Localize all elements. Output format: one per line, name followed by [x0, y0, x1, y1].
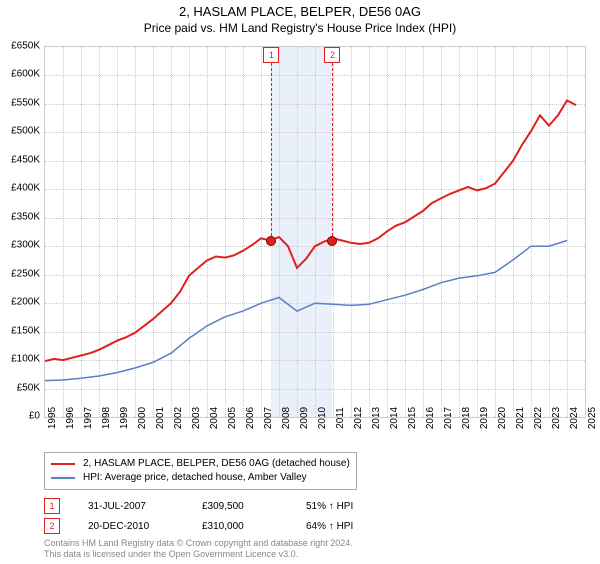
- x-axis-label: 2006: [245, 407, 256, 429]
- x-axis-label: 2020: [497, 407, 508, 429]
- marker-line: [332, 63, 333, 241]
- series-property: [45, 101, 576, 362]
- x-axis-label: 2010: [317, 407, 328, 429]
- x-axis-label: 2009: [299, 407, 310, 429]
- x-axis-label: 2022: [533, 407, 544, 429]
- x-axis-label: 2024: [569, 407, 580, 429]
- x-axis-label: 2001: [155, 407, 166, 429]
- x-axis-label: 2012: [353, 407, 364, 429]
- legend-swatch-icon: [51, 463, 75, 465]
- x-axis-label: 2007: [263, 407, 274, 429]
- x-axis-label: 2023: [551, 407, 562, 429]
- y-axis-label: £600K: [11, 69, 40, 80]
- chart-plot-area: 12: [44, 46, 586, 418]
- x-axis-label: 2002: [173, 407, 184, 429]
- x-axis-label: 2015: [407, 407, 418, 429]
- x-axis-label: 2013: [371, 407, 382, 429]
- marker-dot-icon: [327, 236, 337, 246]
- x-axis-label: 1997: [83, 407, 94, 429]
- sale-date: 31-JUL-2007: [88, 501, 178, 512]
- x-axis-label: 2019: [479, 407, 490, 429]
- y-axis-label: £550K: [11, 97, 40, 108]
- y-axis-label: £250K: [11, 268, 40, 279]
- y-axis-label: £500K: [11, 126, 40, 137]
- sale-marker-icon: 1: [44, 498, 60, 514]
- sale-row: 1 31-JUL-2007 £309,500 51% ↑ HPI: [44, 498, 353, 514]
- x-axis-label: 2011: [335, 407, 346, 429]
- y-axis-label: £650K: [11, 41, 40, 52]
- legend-item: 2, HASLAM PLACE, BELPER, DE56 0AG (detac…: [51, 457, 350, 471]
- sale-price: £310,000: [202, 521, 282, 532]
- sale-marker-icon: 2: [44, 518, 60, 534]
- x-axis-label: 1999: [119, 407, 130, 429]
- y-axis-label: £400K: [11, 183, 40, 194]
- y-axis-label: £0: [29, 411, 40, 422]
- chart-lines: [45, 47, 585, 417]
- x-axis-label: 2016: [425, 407, 436, 429]
- marker-label: 2: [324, 47, 340, 63]
- x-axis-label: 1998: [101, 407, 112, 429]
- x-axis-label: 2004: [209, 407, 220, 429]
- x-axis-label: 2003: [191, 407, 202, 429]
- series-hpi: [45, 241, 567, 381]
- footer-line: This data is licensed under the Open Gov…: [44, 549, 353, 560]
- y-axis-label: £300K: [11, 240, 40, 251]
- x-axis-label: 2021: [515, 407, 526, 429]
- legend-swatch-icon: [51, 477, 75, 479]
- legend-item: HPI: Average price, detached house, Ambe…: [51, 471, 350, 485]
- marker-dot-icon: [266, 236, 276, 246]
- legend-label: 2, HASLAM PLACE, BELPER, DE56 0AG (detac…: [83, 457, 350, 471]
- y-axis-label: £200K: [11, 297, 40, 308]
- marker-label: 1: [263, 47, 279, 63]
- y-axis-label: £450K: [11, 154, 40, 165]
- y-axis-label: £350K: [11, 211, 40, 222]
- sale-pct: 64% ↑ HPI: [306, 521, 353, 532]
- sale-row: 2 20-DEC-2010 £310,000 64% ↑ HPI: [44, 518, 353, 534]
- sale-date: 20-DEC-2010: [88, 521, 178, 532]
- x-axis-label: 1995: [47, 407, 58, 429]
- y-axis-label: £100K: [11, 354, 40, 365]
- x-axis-label: 2000: [137, 407, 148, 429]
- marker-line: [271, 63, 272, 241]
- x-axis-label: 2005: [227, 407, 238, 429]
- footer-line: Contains HM Land Registry data © Crown c…: [44, 538, 353, 549]
- x-axis-label: 2018: [461, 407, 472, 429]
- x-axis-label: 2017: [443, 407, 454, 429]
- x-axis-label: 2008: [281, 407, 292, 429]
- sale-pct: 51% ↑ HPI: [306, 501, 353, 512]
- x-axis-label: 2014: [389, 407, 400, 429]
- x-axis-label: 2025: [587, 407, 598, 429]
- footer-attribution: Contains HM Land Registry data © Crown c…: [44, 538, 353, 560]
- x-axis-label: 1996: [65, 407, 76, 429]
- page-subtitle: Price paid vs. HM Land Registry's House …: [0, 21, 600, 35]
- y-axis-label: £150K: [11, 325, 40, 336]
- page-title: 2, HASLAM PLACE, BELPER, DE56 0AG: [0, 4, 600, 19]
- chart-legend: 2, HASLAM PLACE, BELPER, DE56 0AG (detac…: [44, 452, 357, 490]
- sale-price: £309,500: [202, 501, 282, 512]
- y-axis-label: £50K: [17, 382, 40, 393]
- legend-label: HPI: Average price, detached house, Ambe…: [83, 471, 307, 485]
